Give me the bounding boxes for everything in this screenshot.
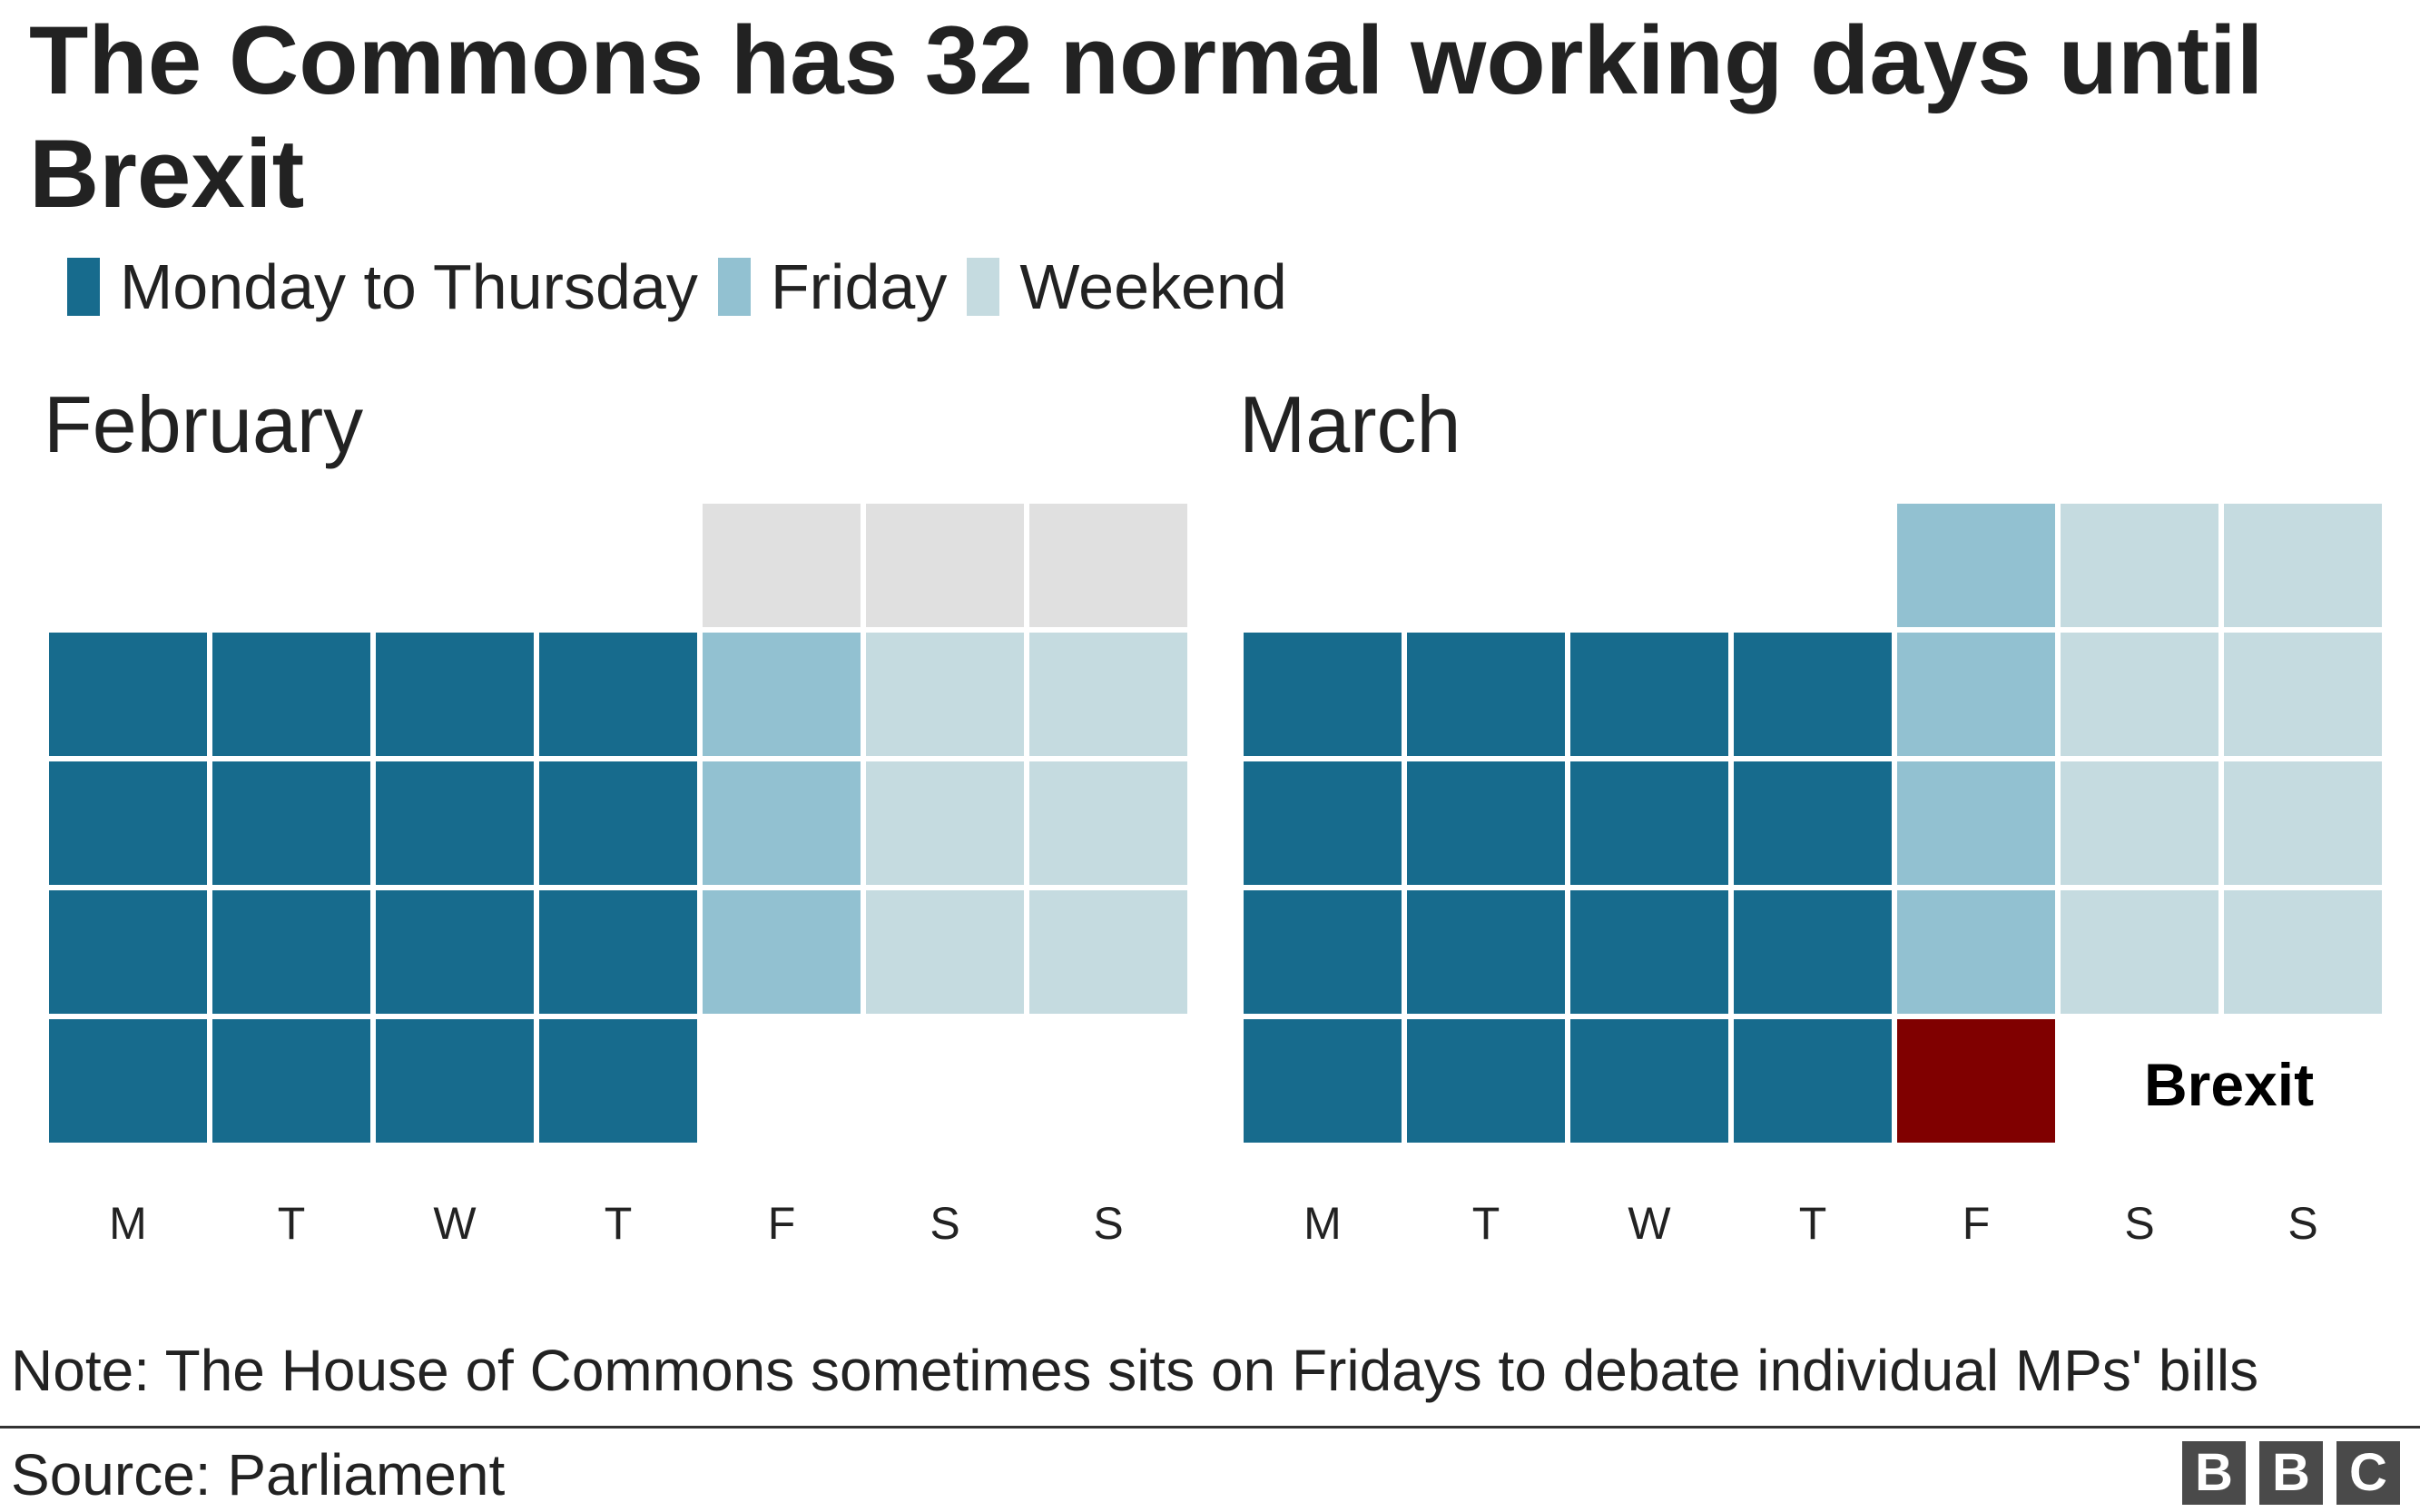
calendar-cell-february-weekday (49, 890, 207, 1014)
calendar-cell-february-weekday (212, 633, 370, 756)
day-label-march: M (1303, 1198, 1342, 1249)
calendar-cell-february-weekend (866, 633, 1024, 756)
day-label-february: S (1093, 1198, 1124, 1249)
calendar-cell-february-weekday (376, 633, 534, 756)
divider (0, 1426, 2420, 1429)
chart-title: The Commons has 32 normal working days u… (29, 5, 2264, 228)
calendar-cell-march-weekday (1244, 761, 1402, 885)
calendar-cell-february-weekend (866, 761, 1024, 885)
calendar-cell-march-weekday (1734, 761, 1892, 885)
calendar-cell-march-weekday (1570, 633, 1728, 756)
calendar-cell-february-friday (703, 890, 861, 1014)
calendar-cell-march-weekend (2061, 761, 2218, 885)
bbc-logo-letter: B (2182, 1441, 2246, 1505)
calendar-cell-march-weekend (2224, 633, 2382, 756)
calendar-cell-february-weekday (212, 761, 370, 885)
day-label-february: F (767, 1198, 796, 1249)
day-label-february: S (930, 1198, 960, 1249)
bbc-logo-letter: C (2336, 1441, 2400, 1505)
calendar-cell-february-friday (703, 761, 861, 885)
calendar-cell-march-weekday (1734, 633, 1892, 756)
legend-swatch-friday (717, 258, 751, 316)
calendar-cell-march-weekday (1734, 890, 1892, 1014)
calendar-cell-february-weekday (539, 1019, 697, 1143)
legend-swatch-weekend (967, 258, 1000, 316)
calendar-cell-february-past (703, 504, 861, 627)
calendar-cell-march-brexit (1897, 1019, 2055, 1143)
bbc-logo: B B C (2182, 1441, 2400, 1505)
day-label-march: T (1471, 1198, 1500, 1249)
calendar-cell-february-weekend (1029, 890, 1187, 1014)
calendar-cell-march-weekday (1407, 633, 1565, 756)
chart-source: Source: Parliament (11, 1442, 506, 1507)
calendar-cell-march-friday (1897, 633, 2055, 756)
legend-item-monday-to-thursday: Monday to Thursday (67, 250, 698, 323)
calendar-cell-march-weekday (1570, 761, 1728, 885)
calendar-cell-march-weekend (2224, 890, 2382, 1014)
calendar-cell-february-weekday (376, 890, 534, 1014)
calendar-cell-march-weekend (2224, 504, 2382, 627)
calendar-cell-march-weekday (1407, 761, 1565, 885)
calendar-cell-february-weekday (376, 1019, 534, 1143)
legend-label-weekend: Weekend (1019, 251, 1287, 322)
calendar-cell-february-past (1029, 504, 1187, 627)
calendar-cell-march-weekday (1734, 1019, 1892, 1143)
calendar-cell-march-weekday (1407, 1019, 1565, 1143)
calendar-cell-february-weekday (376, 761, 534, 885)
day-label-march: F (1962, 1198, 1991, 1249)
calendar-cell-february-friday (703, 633, 861, 756)
day-label-march: W (1628, 1198, 1671, 1249)
bbc-logo-letter: B (2259, 1441, 2323, 1505)
calendar-cell-march-weekday (1244, 890, 1402, 1014)
calendar-cell-march-weekday (1244, 1019, 1402, 1143)
calendar-cell-february-weekend (1029, 761, 1187, 885)
legend: Monday to Thursday Friday Weekend (67, 250, 1307, 323)
calendar-cell-march-friday (1897, 890, 2055, 1014)
legend-swatch-monday-to-thursday (67, 258, 100, 316)
month-label-february: February (44, 379, 364, 469)
legend-label-friday: Friday (770, 251, 948, 322)
day-label-march: S (2124, 1198, 2155, 1249)
calendar-cell-march-weekday (1570, 890, 1728, 1014)
calendar-cell-february-weekday (212, 890, 370, 1014)
day-label-march: S (2287, 1198, 2318, 1249)
calendar-cell-march-weekend (2224, 761, 2382, 885)
calendar-cell-march-weekday (1407, 890, 1565, 1014)
calendar-cell-march-weekend (2061, 890, 2218, 1014)
calendar-cell-february-weekday (539, 890, 697, 1014)
calendar-cell-march-friday (1897, 761, 2055, 885)
calendar-cell-march-weekday (1244, 633, 1402, 756)
calendar-cell-february-weekday (49, 633, 207, 756)
calendar-cell-february-weekday (212, 1019, 370, 1143)
legend-item-weekend: Weekend (967, 250, 1287, 323)
day-label-february: T (604, 1198, 633, 1249)
legend-label-monday-to-thursday: Monday to Thursday (120, 251, 698, 322)
day-label-february: T (277, 1198, 306, 1249)
calendar-cell-march-friday (1897, 504, 2055, 627)
calendar-cell-february-weekend (866, 890, 1024, 1014)
month-label-march: March (1239, 379, 1461, 469)
calendar-cell-march-weekend (2061, 633, 2218, 756)
calendar-cell-march-weekday (1570, 1019, 1728, 1143)
calendar-cell-february-past (866, 504, 1024, 627)
calendar-cell-march-weekend (2061, 504, 2218, 627)
calendar-cell-february-weekday (539, 761, 697, 885)
calendar-cell-february-weekday (49, 761, 207, 885)
calendar-cell-february-weekday (49, 1019, 207, 1143)
calendar-cell-february-weekend (1029, 633, 1187, 756)
legend-item-friday: Friday (717, 250, 948, 323)
day-label-february: M (109, 1198, 147, 1249)
day-label-march: T (1798, 1198, 1827, 1249)
chart-note: Note: The House of Commons sometimes sit… (11, 1338, 2259, 1403)
calendar-cell-february-weekday (539, 633, 697, 756)
day-label-february: W (433, 1198, 477, 1249)
brexit-annotation: Brexit (2144, 1051, 2315, 1118)
